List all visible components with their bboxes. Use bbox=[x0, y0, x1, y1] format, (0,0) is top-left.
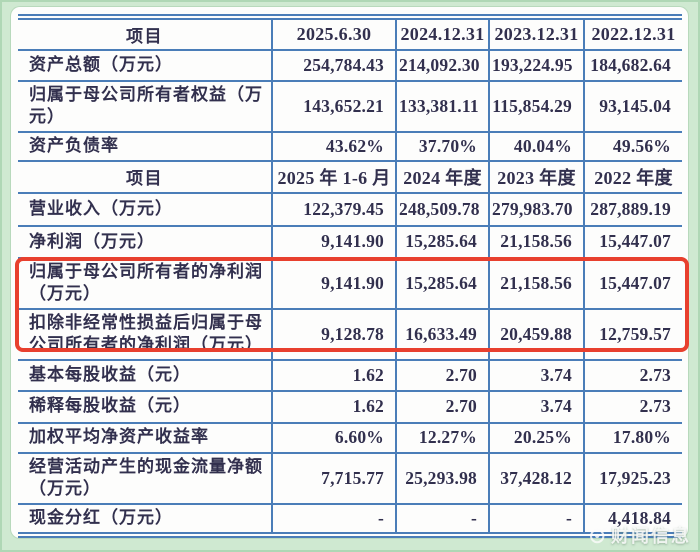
row-label-cell: 扣除非经常性损益后归属于母公司所有者的净利润（万元） bbox=[18, 307, 272, 360]
value-cell: 17,925.23 bbox=[583, 451, 682, 504]
value-cell: 2.73 bbox=[583, 389, 682, 423]
value-cell: - bbox=[395, 502, 489, 535]
table-row-highlighted: 归属于母公司所有者的净利润（万元） 9,141.90 15,285.64 21,… bbox=[18, 256, 682, 309]
value-cell: 16,633.49 bbox=[395, 307, 489, 360]
value-cell: 254,784.43 bbox=[271, 49, 396, 81]
value-cell: 37.70% bbox=[395, 130, 489, 161]
value-cell: 93,145.04 bbox=[583, 80, 682, 132]
table-row: 归属于母公司所有者权益（万元） 143,652.21 133,381.11 11… bbox=[18, 80, 682, 132]
table-header-row: 项目 2025 年 1-6 月 2024 年度 2023 年度 2022 年度 bbox=[18, 159, 682, 193]
value-cell: 143,652.21 bbox=[271, 80, 396, 132]
value-cell: 2.70 bbox=[395, 358, 489, 391]
value-cell: 9,141.90 bbox=[271, 256, 396, 309]
table-row: 稀释每股收益（元） 1.62 2.70 3.74 2.73 bbox=[18, 389, 682, 423]
row-label-cell: 稀释每股收益（元） bbox=[18, 389, 272, 423]
value-cell: 193,224.95 bbox=[488, 49, 584, 81]
value-cell: 17.80% bbox=[583, 421, 682, 453]
value-cell: 7,715.77 bbox=[271, 451, 396, 504]
value-cell: 49.56% bbox=[583, 130, 682, 161]
header-cell: 项目 bbox=[18, 16, 272, 50]
value-cell: 20.25% bbox=[488, 421, 584, 453]
table-row: 经营活动产生的现金流量净额（万元） 7,715.77 25,293.98 37,… bbox=[18, 451, 682, 504]
table-row: 资产负债率 43.62% 37.70% 40.04% 49.56% bbox=[18, 130, 682, 161]
table-row: 现金分红（万元） - - - 4,418.84 bbox=[18, 502, 682, 535]
value-cell: 248,509.78 bbox=[395, 191, 489, 226]
value-cell: 214,092.30 bbox=[395, 49, 489, 81]
header-cell: 2024 年度 bbox=[395, 159, 489, 193]
value-cell: 12,759.57 bbox=[583, 307, 682, 360]
value-cell: 279,983.70 bbox=[488, 191, 584, 226]
value-cell: 115,854.29 bbox=[488, 80, 584, 132]
row-label-cell: 营业收入（万元） bbox=[18, 191, 272, 226]
table-row: 资产总额（万元） 254,784.43 214,092.30 193,224.9… bbox=[18, 49, 682, 81]
row-label-cell: 基本每股收益（元） bbox=[18, 358, 272, 391]
row-label-cell: 归属于母公司所有者权益（万元） bbox=[18, 80, 272, 132]
value-cell: 2.70 bbox=[395, 389, 489, 423]
header-cell: 项目 bbox=[18, 159, 272, 193]
table-row: 加权平均净资产收益率 6.60% 12.27% 20.25% 17.80% bbox=[18, 421, 682, 453]
value-cell: 133,381.11 bbox=[395, 80, 489, 132]
value-cell: 20,459.88 bbox=[488, 307, 584, 360]
header-cell: 2023.12.31 bbox=[488, 16, 584, 50]
row-label-cell: 资产负债率 bbox=[18, 130, 272, 161]
watermark: 财闻信息 bbox=[589, 522, 691, 548]
row-label-cell: 经营活动产生的现金流量净额（万元） bbox=[18, 451, 272, 504]
value-cell: 4,418.84 bbox=[583, 502, 682, 535]
value-cell: 12.27% bbox=[395, 421, 489, 453]
header-cell: 2024.12.31 bbox=[395, 16, 489, 50]
value-cell: 3.74 bbox=[488, 389, 584, 423]
value-cell: 122,379.45 bbox=[271, 191, 396, 226]
value-cell: 9,128.78 bbox=[271, 307, 396, 360]
row-label-cell: 净利润（万元） bbox=[18, 224, 272, 258]
value-cell: 184,682.64 bbox=[583, 49, 682, 81]
value-cell: 15,285.64 bbox=[395, 256, 489, 309]
value-cell: 40.04% bbox=[488, 130, 584, 161]
value-cell: 15,447.07 bbox=[583, 224, 682, 258]
value-cell: 21,158.56 bbox=[488, 224, 584, 258]
value-cell: 15,285.64 bbox=[395, 224, 489, 258]
value-cell: 287,889.19 bbox=[583, 191, 682, 226]
value-cell: 9,141.90 bbox=[271, 224, 396, 258]
value-cell: 21,158.56 bbox=[488, 256, 584, 309]
header-cell: 2025.6.30 bbox=[271, 16, 396, 50]
header-cell: 2023 年度 bbox=[488, 159, 584, 193]
header-cell: 2022 年度 bbox=[583, 159, 682, 193]
value-cell: - bbox=[488, 502, 584, 535]
value-cell: 25,293.98 bbox=[395, 451, 489, 504]
table-row-highlighted: 扣除非经常性损益后归属于母公司所有者的净利润（万元） 9,128.78 16,6… bbox=[18, 307, 682, 360]
value-cell: 6.60% bbox=[271, 421, 396, 453]
table-header-row: 项目 2025.6.30 2024.12.31 2023.12.31 2022.… bbox=[18, 16, 682, 50]
camera-logo-icon bbox=[589, 526, 607, 544]
row-label-cell: 资产总额（万元） bbox=[18, 49, 272, 81]
row-label-cell: 加权平均净资产收益率 bbox=[18, 421, 272, 453]
watermark-text: 财闻信息 bbox=[611, 526, 691, 546]
header-cell: 2022.12.31 bbox=[583, 16, 682, 50]
value-cell: 15,447.07 bbox=[583, 256, 682, 309]
value-cell: 2.73 bbox=[583, 358, 682, 391]
row-label-cell: 归属于母公司所有者的净利润（万元） bbox=[18, 256, 272, 309]
value-cell: 1.62 bbox=[271, 389, 396, 423]
table-row: 基本每股收益（元） 1.62 2.70 3.74 2.73 bbox=[18, 358, 682, 391]
header-cell: 2025 年 1-6 月 bbox=[271, 159, 396, 193]
value-cell: 37,428.12 bbox=[488, 451, 584, 504]
row-label-cell: 现金分红（万元） bbox=[18, 502, 272, 535]
value-cell: 3.74 bbox=[488, 358, 584, 391]
value-cell: - bbox=[271, 502, 396, 535]
table-row: 净利润（万元） 9,141.90 15,285.64 21,158.56 15,… bbox=[18, 224, 682, 258]
table-row: 营业收入（万元） 122,379.45 248,509.78 279,983.7… bbox=[18, 191, 682, 226]
value-cell: 43.62% bbox=[271, 130, 396, 161]
value-cell: 1.62 bbox=[271, 358, 396, 391]
financial-summary-table: 项目 2025.6.30 2024.12.31 2023.12.31 2022.… bbox=[18, 14, 682, 538]
